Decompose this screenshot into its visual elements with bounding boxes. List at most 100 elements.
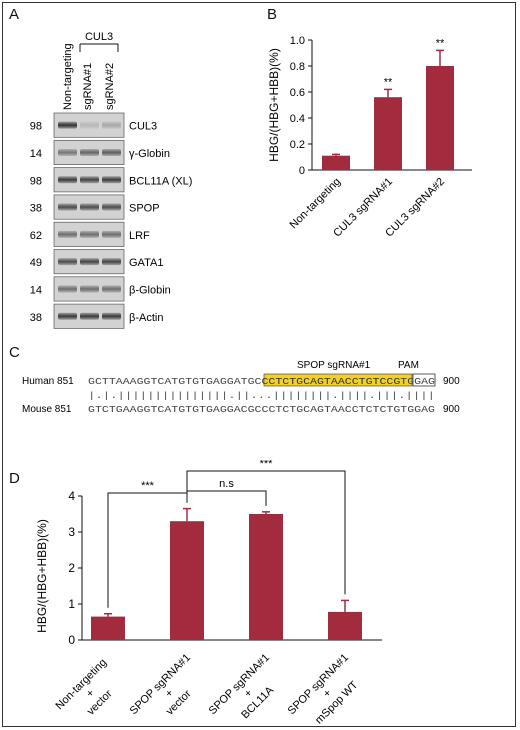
- blot-band: [102, 121, 121, 129]
- sgrna-label: SPOP sgRNA#1: [297, 360, 371, 371]
- blot-band: [80, 258, 99, 266]
- blot-protein-label: LRF: [129, 230, 150, 242]
- human-seq-pre: GCTTAAAGGTCATGTGTGAGGATGC: [88, 376, 262, 387]
- comparison-label: ***: [260, 460, 274, 470]
- bar-chart-b: 0 0.2 0.4 0.6 0.8 1.0 HBG/(HBG+HBB)(%) Non-targ…: [267, 35, 472, 239]
- blot-mw-label: 14: [30, 284, 42, 296]
- blot-mw-label: 98: [30, 121, 42, 133]
- blot-band: [58, 203, 77, 211]
- human-seq-guide: CCTCTGCAGTAACCTGTCCG: [261, 376, 400, 387]
- lane-label-non-targeting: Non-targeting: [62, 43, 74, 110]
- blot-band: [58, 121, 77, 129]
- blot-protein-label: β-Actin: [129, 312, 163, 324]
- blot-protein-label: GATA1: [129, 257, 163, 269]
- blot-band: [58, 148, 77, 156]
- sequence-alignment: SPOP sgRNA#1 PAM Human 851 GCTTAAAGGTCAT…: [22, 360, 460, 415]
- significance-label: **: [384, 76, 393, 88]
- y-tick-label: 1.0: [290, 35, 305, 47]
- blot-band: [102, 148, 121, 156]
- human-seq-post: AG: [421, 376, 435, 387]
- y-axis-label: HBG/(HBG+HBB)(%): [35, 519, 49, 633]
- blot-protein-label: SPOP: [129, 203, 160, 215]
- x-tick-label: Non-targeting: [288, 176, 344, 232]
- y-tick-label: 0.8: [290, 61, 305, 73]
- x-tick-label: Non-targeting+vector: [54, 657, 128, 725]
- bar: [91, 616, 125, 640]
- blot-mw-label: 38: [30, 312, 42, 324]
- panel-label-c: C: [9, 344, 20, 361]
- y-tick-label: 2: [68, 561, 75, 575]
- x-tick-label: SPOP sgRNA#1+BCL11A: [207, 652, 291, 725]
- human-seq-pam: TGG: [400, 376, 421, 387]
- blot-band: [102, 203, 121, 211]
- y-tick-label: 4: [68, 489, 75, 503]
- blot-mw-label: 62: [30, 230, 42, 242]
- blot-band: [80, 285, 99, 293]
- blot-band: [102, 285, 121, 293]
- pam-label: PAM: [398, 360, 419, 371]
- blot-band: [80, 121, 99, 129]
- y-tick-label: 1: [68, 597, 75, 611]
- significance-label: **: [436, 37, 445, 49]
- blot-band: [80, 230, 99, 238]
- blot-mw-label: 98: [30, 175, 42, 187]
- blot-band: [102, 258, 121, 266]
- y-tick-label: 0.4: [290, 113, 305, 125]
- bar: [322, 155, 350, 170]
- y-tick-label: 0.2: [290, 139, 305, 151]
- human-species-label: Human 851: [22, 376, 74, 387]
- mouse-sequence: GTCTGAAGGTCATGTGTGAGGACGCCCTCTGCAGTAACCT…: [88, 404, 435, 415]
- blot-band: [58, 258, 77, 266]
- blot-protein-label: CUL3: [129, 121, 157, 133]
- x-tick-label: SPOP sgRNA#1+mSpop WT: [286, 652, 370, 725]
- y-tick-label: 0: [68, 633, 75, 647]
- blot-band: [80, 148, 99, 156]
- y-tick-label: 3: [68, 525, 75, 539]
- blot-band: [58, 230, 77, 238]
- bar: [170, 521, 204, 640]
- blot-mw-label: 14: [30, 148, 42, 160]
- blot-band: [80, 312, 99, 320]
- bar: [374, 97, 402, 170]
- blot-mw-label: 49: [30, 257, 42, 269]
- blot-band: [102, 312, 121, 320]
- lane-label-sgrna1: sgRNA#1: [82, 63, 94, 110]
- guide-highlight: [263, 373, 413, 387]
- blot-rows: 98 CUL3 14 γ-Globin 98 BCL11A (XL) 38 SPOP 62 LRF…: [30, 112, 192, 329]
- lane-label-sgrna2: sgRNA#2: [104, 63, 116, 110]
- pam-box: [412, 373, 436, 387]
- blot-band: [102, 176, 121, 184]
- blot-protein-label: γ-Globin: [129, 148, 170, 160]
- cul3-group-label: CUL3: [85, 31, 113, 43]
- y-axis-label: HBG/(HBG+HBB)(%): [267, 48, 281, 162]
- x-tick-label-line: SPOP sgRNA#1: [128, 652, 193, 717]
- bar: [249, 514, 283, 640]
- y-tick-label: 0: [299, 165, 305, 177]
- panel-label-d: D: [9, 470, 20, 487]
- blot-band: [102, 230, 121, 238]
- comparison-label: ***: [141, 480, 155, 492]
- x-tick-label-line: SPOP sgRNA#1: [207, 652, 272, 717]
- blot-band: [58, 312, 77, 320]
- comparison-label: n.s: [219, 478, 234, 490]
- comparison-bracket: [186, 470, 346, 595]
- match-line: |.|.|||||||||||||||.||...||||||||.||||.|…: [88, 390, 435, 401]
- bar: [426, 66, 454, 170]
- western-blot-panel: CUL3 Non-targeting sgRNA#1 sgRNA#2 98 CUL…: [30, 31, 192, 329]
- y-tick-label: 0.6: [290, 87, 305, 99]
- blot-mw-label: 38: [30, 203, 42, 215]
- blot-protein-label: β-Globin: [129, 284, 171, 296]
- x-tick-label: SPOP sgRNA#1+vector: [128, 652, 212, 725]
- mouse-species-label: Mouse 851: [22, 404, 72, 415]
- panel-label-b: B: [267, 6, 278, 23]
- comparison-bracket: [186, 490, 267, 506]
- blot-band: [80, 203, 99, 211]
- human-sequence: GCTTAAAGGTCATGTGTGAGGATGC CCTCTGCAGTAACCT…: [88, 376, 435, 387]
- blot-protein-label: BCL11A (XL): [129, 175, 192, 187]
- blot-band: [58, 285, 77, 293]
- panel-label-a: A: [9, 6, 20, 23]
- bar: [328, 611, 362, 640]
- x-tick-label-line: SPOP sgRNA#1: [286, 652, 351, 717]
